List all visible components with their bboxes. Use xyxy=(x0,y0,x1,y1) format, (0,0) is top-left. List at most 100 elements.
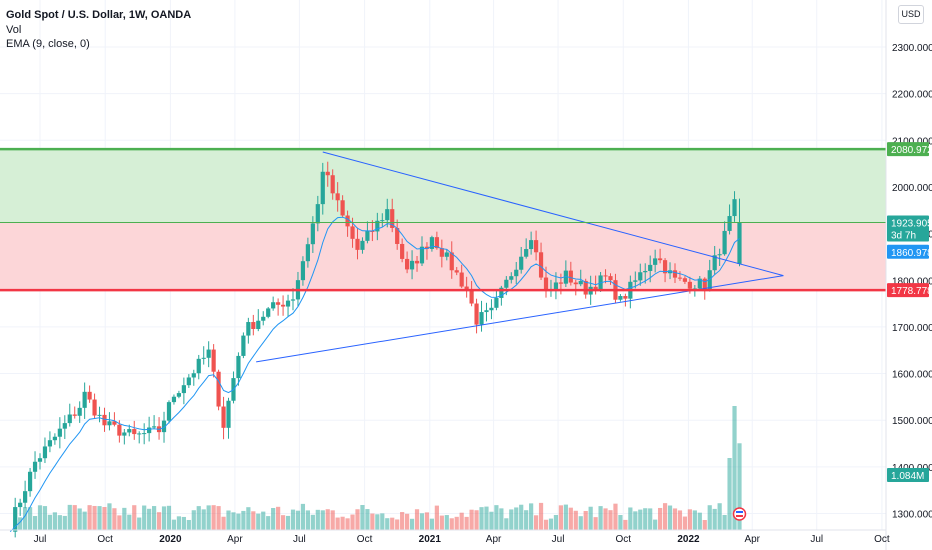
volume-bar xyxy=(271,508,276,530)
volume-bar xyxy=(712,508,717,530)
candle-body xyxy=(405,258,410,270)
candle-body xyxy=(737,222,742,264)
volume-bar xyxy=(156,512,162,530)
volume-bar xyxy=(92,505,97,530)
candle-body xyxy=(181,385,186,394)
volume-bar xyxy=(280,515,286,530)
volume-bar xyxy=(266,516,271,530)
candle-body xyxy=(37,458,43,462)
volume-bar xyxy=(325,509,330,530)
candle-body xyxy=(226,400,231,428)
time-tick-label: Apr xyxy=(227,534,243,545)
ema-indicator-label[interactable]: EMA (9, close, 0) xyxy=(6,38,90,50)
volume-bar xyxy=(360,505,365,530)
price-tick-label: 2300.000 xyxy=(892,43,932,54)
volume-bar xyxy=(717,503,722,530)
candle-body xyxy=(702,278,707,290)
candle-body xyxy=(380,220,385,222)
volume-bar xyxy=(514,507,519,530)
volume-bar xyxy=(533,515,539,530)
volume-bar xyxy=(638,509,643,530)
volume-bar xyxy=(623,519,628,530)
symbol-title[interactable]: Gold Spot / U.S. Dollar, 1W, OANDA xyxy=(6,9,192,21)
candle-body xyxy=(171,396,177,403)
candle-body xyxy=(350,226,355,239)
volume-bar xyxy=(628,507,633,530)
candle-body xyxy=(132,429,137,435)
volume-bar xyxy=(395,519,400,530)
price-tick-label: 1500.000 xyxy=(892,416,932,427)
candle-body xyxy=(152,426,157,428)
candle-body xyxy=(504,279,509,288)
candle-body xyxy=(161,420,167,433)
candle-body xyxy=(176,393,182,397)
candle-body xyxy=(246,322,251,336)
candle-body xyxy=(345,215,350,227)
candle-body xyxy=(32,461,38,472)
volume-bar xyxy=(18,517,23,530)
volume-bar xyxy=(285,515,291,530)
candle-body xyxy=(519,256,524,270)
time-tick-label: 2020 xyxy=(159,534,182,545)
time-tick-label: Apr xyxy=(486,534,502,545)
volume-bar xyxy=(658,507,663,530)
candle-body xyxy=(524,249,529,257)
volume-bar xyxy=(206,505,211,530)
ema-price-badge xyxy=(887,244,929,259)
price-tick-label: 2200.000 xyxy=(892,90,932,101)
candle-body xyxy=(122,432,127,436)
candle-body xyxy=(509,276,514,280)
volume-indicator-label[interactable]: Vol xyxy=(6,23,22,36)
candle-body xyxy=(251,322,256,329)
volume-bar xyxy=(608,510,613,530)
candle-body xyxy=(166,402,172,421)
candle-body xyxy=(489,307,494,311)
volume-bar xyxy=(216,506,221,530)
resistance-price-badge-text: 2080.972 xyxy=(891,145,932,156)
volume-bar xyxy=(117,515,122,530)
volume-bar xyxy=(241,510,246,530)
candle-body xyxy=(310,223,315,245)
volume-bar xyxy=(672,508,678,530)
volume-bar xyxy=(72,505,77,530)
candle-body xyxy=(42,446,48,459)
currency-button[interactable]: USD xyxy=(898,5,924,24)
candle-body xyxy=(320,171,325,205)
volume-bar xyxy=(653,519,658,530)
resistance-zone xyxy=(0,149,886,223)
volume-bar xyxy=(137,517,142,530)
chart-legend: Gold Spot / U.S. Dollar, 1W, OANDA Vol E… xyxy=(6,8,191,52)
candle-body xyxy=(672,270,678,278)
volume-bar xyxy=(67,504,72,530)
candle-body xyxy=(653,258,658,265)
volume-bar xyxy=(553,514,559,530)
volume-bar xyxy=(23,507,28,530)
candle-body xyxy=(236,355,241,379)
candle-body xyxy=(27,471,33,492)
candle-body xyxy=(722,230,727,255)
volume-bar xyxy=(434,505,439,530)
us-flag-icon xyxy=(732,507,747,521)
time-tick-label: Jul xyxy=(293,534,306,545)
candle-body xyxy=(47,440,53,447)
volume-bar xyxy=(648,508,653,530)
candle-body xyxy=(52,436,57,441)
candle-body xyxy=(449,252,454,271)
candle-body xyxy=(638,272,643,281)
volume-bar xyxy=(449,518,454,530)
candle-body xyxy=(474,303,479,325)
volume-bar xyxy=(181,516,186,530)
candle-body xyxy=(87,391,92,400)
time-tick-label: Apr xyxy=(744,534,760,545)
volume-bar xyxy=(251,511,256,530)
volume-bar xyxy=(62,515,67,530)
volume-badge xyxy=(887,468,929,482)
candle-body xyxy=(583,280,588,295)
candle-body xyxy=(603,275,608,277)
candle-body xyxy=(147,427,152,434)
candle-body xyxy=(469,290,474,304)
candle-body xyxy=(256,320,261,329)
candle-body xyxy=(439,248,444,257)
volume-bar xyxy=(677,510,683,530)
